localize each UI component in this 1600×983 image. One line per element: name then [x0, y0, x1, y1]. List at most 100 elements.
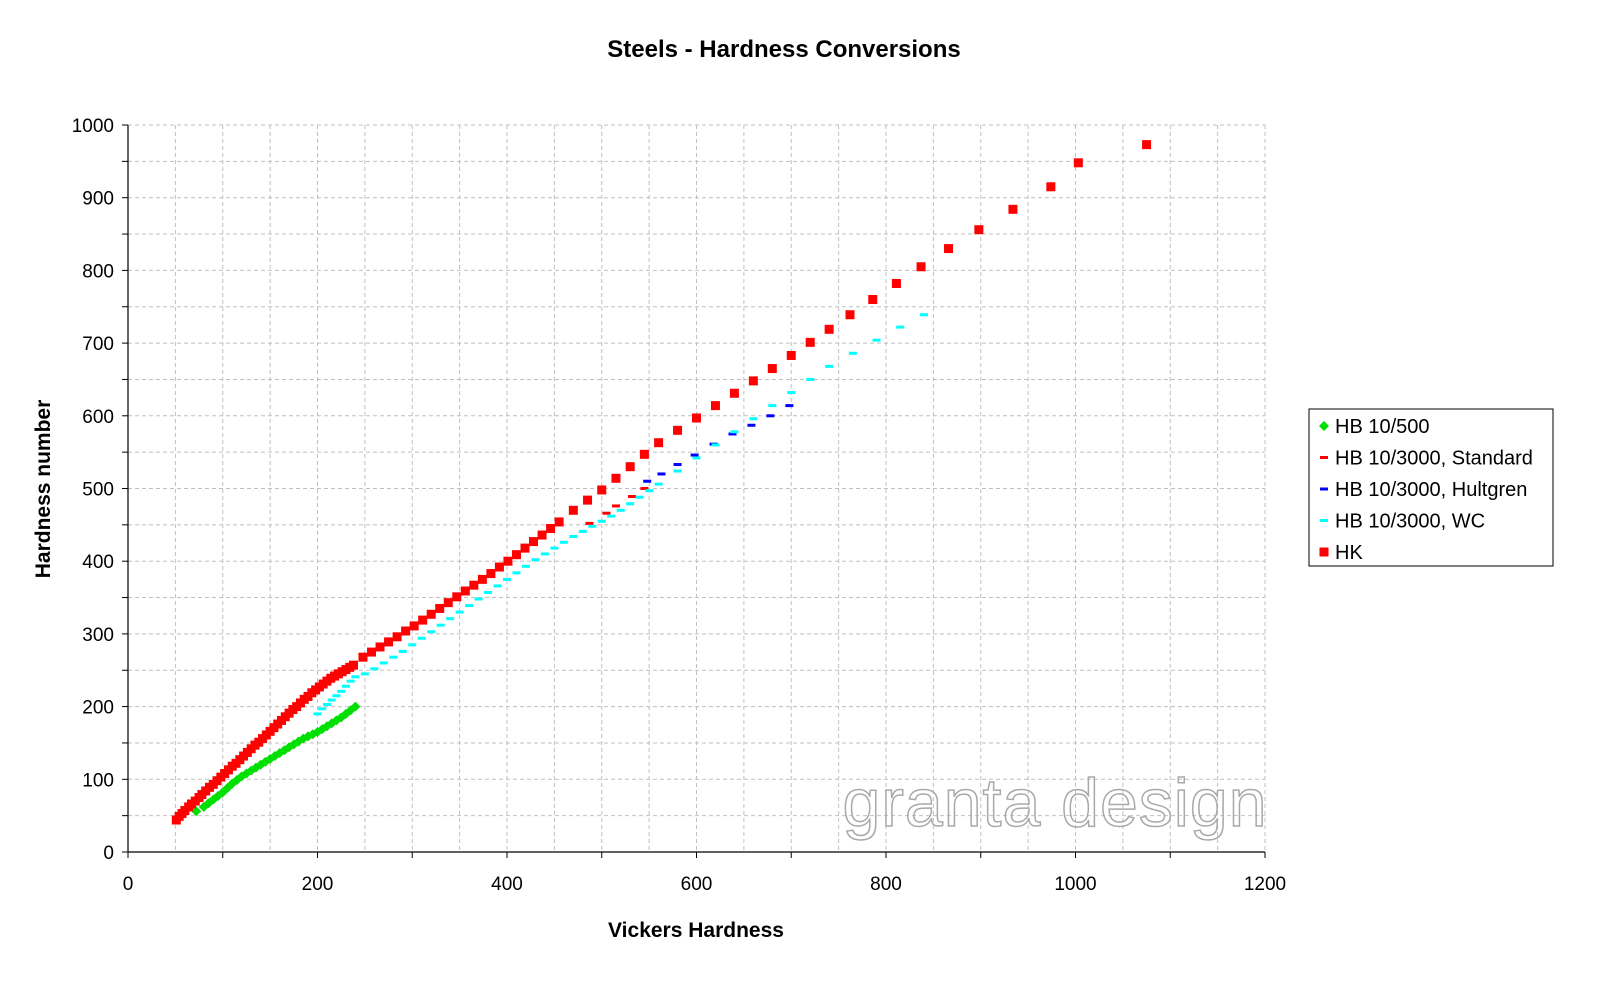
data-point — [1073, 158, 1083, 168]
legend-marker — [1319, 421, 1329, 431]
data-point — [446, 617, 455, 621]
legend-marker — [1320, 487, 1328, 491]
series-0 — [191, 701, 361, 817]
data-point — [654, 482, 663, 486]
data-point — [389, 655, 398, 659]
data-point — [520, 543, 530, 553]
data-point — [747, 423, 756, 427]
legend-label: HB 10/3000, Standard — [1335, 448, 1533, 470]
data-point — [360, 672, 369, 676]
data-point — [616, 508, 625, 512]
data-point — [597, 485, 607, 495]
data-point — [806, 377, 815, 381]
data-point — [868, 294, 878, 304]
legend-label: HB 10/500 — [1335, 416, 1430, 438]
data-point — [919, 313, 928, 317]
legend-label: HB 10/3000, WC — [1335, 511, 1485, 533]
data-point — [486, 569, 496, 579]
data-point — [436, 623, 445, 627]
y-tick-label: 200 — [82, 698, 114, 719]
series-4 — [171, 140, 1152, 825]
data-point — [460, 586, 470, 596]
data-point — [578, 529, 587, 533]
data-point — [729, 388, 739, 398]
data-point — [503, 577, 511, 581]
plot-area — [171, 140, 1152, 825]
x-tick-label: 200 — [302, 874, 334, 895]
axes — [122, 124, 1266, 858]
y-tick-label: 900 — [82, 189, 114, 210]
data-point — [417, 636, 426, 640]
data-point — [944, 244, 954, 254]
data-point — [375, 642, 385, 652]
data-point — [349, 660, 359, 670]
data-point — [341, 684, 350, 688]
data-point — [529, 537, 539, 547]
data-point — [673, 463, 682, 467]
data-point — [730, 430, 739, 434]
data-point — [435, 603, 445, 613]
data-point — [1046, 182, 1056, 192]
data-point — [597, 519, 606, 523]
data-point — [872, 338, 881, 342]
data-point — [1008, 204, 1018, 214]
data-point — [408, 643, 417, 647]
series-3 — [313, 313, 928, 716]
data-point — [443, 598, 453, 608]
data-point — [896, 325, 905, 329]
data-point — [465, 604, 474, 608]
data-point — [418, 615, 428, 625]
y-tick-label: 300 — [82, 625, 114, 646]
data-point — [554, 517, 564, 527]
data-point — [409, 621, 419, 631]
data-point — [711, 443, 720, 447]
x-axis-title: Vickers Hardness — [608, 919, 784, 942]
data-point — [583, 495, 593, 505]
data-point — [569, 534, 578, 538]
y-tick-label: 800 — [82, 261, 114, 282]
data-point — [346, 679, 355, 683]
data-point — [626, 502, 635, 506]
data-point — [568, 505, 578, 515]
data-point — [531, 558, 540, 562]
legend-box — [1308, 408, 1554, 567]
data-point — [640, 487, 649, 490]
data-point — [728, 432, 737, 436]
data-point — [537, 530, 547, 540]
data-point — [748, 376, 758, 386]
data-point — [426, 609, 436, 619]
data-point — [427, 630, 436, 634]
data-point — [690, 453, 699, 457]
data-point — [692, 413, 701, 423]
data-point — [546, 523, 556, 533]
data-point — [392, 632, 402, 642]
data-point — [588, 524, 597, 528]
data-point — [657, 472, 666, 476]
data-point — [787, 391, 796, 395]
data-point — [645, 489, 654, 493]
x-tick-label: 400 — [491, 874, 523, 895]
y-tick-label: 500 — [82, 480, 114, 501]
data-point — [494, 562, 504, 572]
x-tick-label: 1000 — [1054, 874, 1096, 895]
legend-label: HK — [1335, 542, 1363, 564]
data-point — [559, 540, 568, 544]
data-point — [398, 649, 407, 653]
data-point — [749, 417, 758, 421]
data-point — [916, 262, 926, 272]
y-axis-title: Hardness number — [32, 400, 55, 579]
data-point — [512, 571, 521, 575]
y-tick-label: 600 — [82, 407, 114, 428]
data-point — [766, 414, 775, 418]
watermark: granta design — [842, 765, 1267, 841]
legend-marker — [1319, 547, 1329, 557]
y-tick-label: 400 — [82, 552, 114, 573]
data-point — [358, 652, 368, 662]
chart-title: Steels - Hardness Conversions — [607, 36, 960, 63]
legend-label: HB 10/3000, Hultgren — [1335, 479, 1527, 501]
data-point — [191, 806, 202, 817]
data-point — [639, 449, 649, 459]
data-point — [521, 564, 530, 568]
data-point — [635, 495, 644, 499]
